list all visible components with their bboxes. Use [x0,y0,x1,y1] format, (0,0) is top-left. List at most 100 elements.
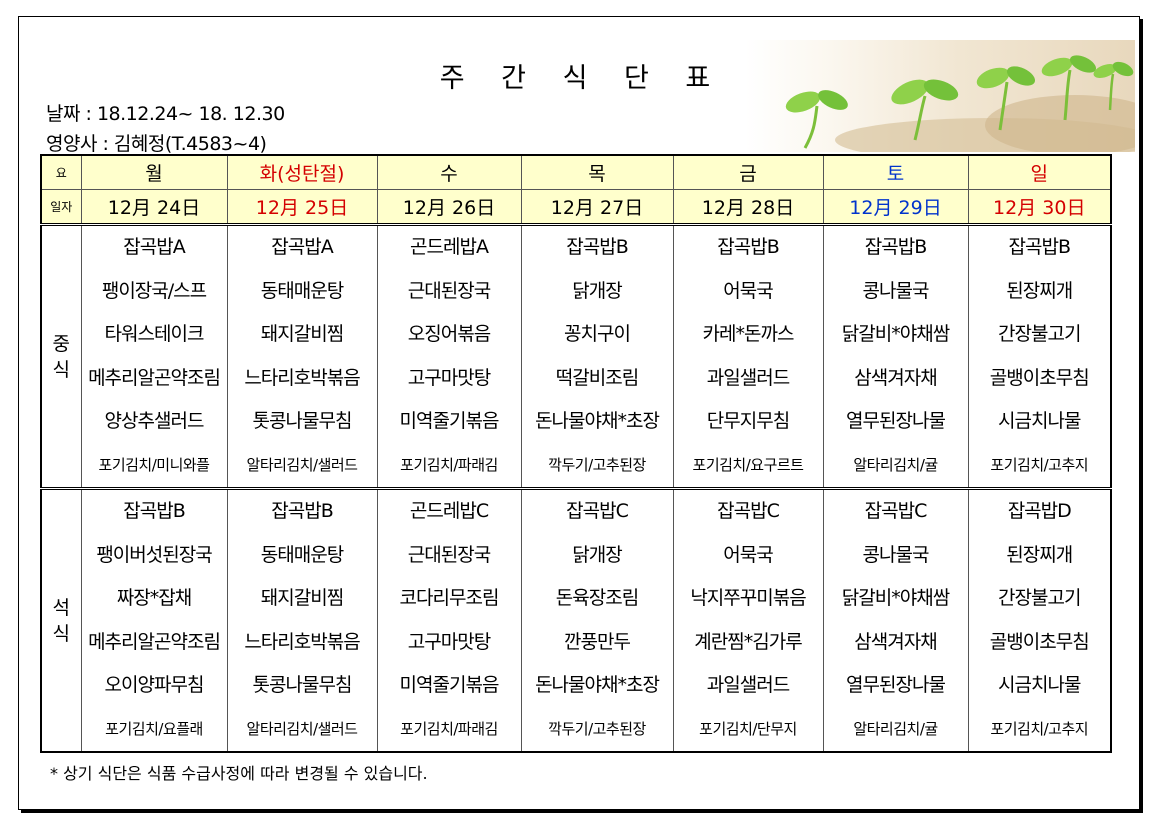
menu-item: 메추리알곤약조림 [88,630,221,653]
lunch-menu-list: 잡곡밥B 어묵국 카레*돈까스 과일샐러드 단무지무침 포기김치/요구르트 [674,226,822,486]
lunch-menu-list: 잡곡밥B 콩나물국 닭갈비*야채쌈 삼색겨자채 열무된장나물 알타리김치/귤 [824,226,967,486]
lunch-menu-list: 잡곡밥A 동태매운탕 돼지갈비찜 느타리호박볶음 톳콩나물무침 알타리김치/샐러드 [228,226,376,486]
menu-item: 시금치나물 [998,410,1081,432]
menu-item: 잡곡밥C [566,500,629,522]
day-name: 금 [672,154,824,190]
menu-item: 열무된장나물 [846,674,946,696]
day-name: 수 [376,154,522,190]
menu-item: 근대된장국 [407,279,491,302]
menu-item: 톳콩나물무침 [252,410,353,432]
lunch-day-cell: 잡곡밥B 된장찌개 간장불고기 골뱅이초무침 시금치나물 포기김치/고추지 [967,224,1112,490]
dinner-day-cell: 잡곡밥B 팽이버섯된장국 짜장*잡채 메추리알곤약조림 오이양파무침 포기김치/요플래 [80,488,228,753]
menu-item: 팽이장국/스프 [101,279,207,302]
dinner-day-cell: 잡곡밥C 어묵국 낙지쭈꾸미볶음 계란찜*김가루 과일샐러드 포기김치/단무지 [672,488,824,753]
lunch-day-cell: 잡곡밥B 콩나물국 닭갈비*야채쌈 삼색겨자채 열무된장나물 알타리김치/귤 [822,224,969,490]
menu-item: 간장불고기 [998,587,1081,609]
plant-sprout-illustration [745,40,1135,152]
menu-item: 깍두기/고추된장 [548,455,646,474]
date-range: 날짜 : 18.12.24~ 18. 12.30 [46,103,285,125]
menu-item: 잡곡밥B [717,236,779,258]
menu-item: 깐풍만두 [564,630,631,653]
menu-item: 계란찜*김가루 [694,630,802,653]
lunch-label-top: 중 [52,332,70,355]
lunch-day-cell: 잡곡밥A 팽이장국/스프 타워스테이크 메추리알곤약조림 양상추샐러드 포기김치/미니와플 [80,224,228,490]
dinner-day-cell: 곤드레밥C 근대된장국 코다리무조림 고구마맛탕 미역줄기볶음 포기김치/파래김 [376,488,522,753]
dinner-menu-list: 잡곡밥B 동태매운탕 돼지갈비찜 느타리호박볶음 톳콩나물무침 알타리김치/샐러드 [228,490,376,751]
menu-item: 닭개장 [572,543,622,566]
lunch-menu-list: 잡곡밥A 팽이장국/스프 타워스테이크 메추리알곤약조림 양상추샐러드 포기김치/미니와플 [82,226,226,486]
menu-item: 카레*돈까스 [702,323,795,345]
menu-item: 콩나물국 [862,543,930,566]
menu-item: 잡곡밥B [271,500,333,522]
menu-item: 삼색겨자채 [854,366,937,389]
menu-item: 포기김치/미니와플 [98,455,210,474]
menu-item: 양상추샐러드 [104,410,205,432]
menu-item: 낙지쭈꾸미볶음 [690,587,806,609]
menu-item: 시금치나물 [998,674,1081,696]
menu-item: 포기김치/고추지 [990,455,1089,474]
menu-item: 잡곡밥D [1007,500,1072,522]
day-name: 일 [967,154,1112,190]
menu-item: 포기김치/고추지 [990,719,1089,738]
date-header-row: 일자 12月 24日 12月 25日 12月 26日 12月 27日 12月 2… [40,189,1112,226]
menu-item: 떡갈비조림 [555,366,639,389]
menu-item: 포기김치/파래김 [400,455,498,474]
menu-item: 느타리호박볶음 [244,366,360,389]
footnote: * 상기 식단은 식품 수급사정에 따라 변경될 수 있습니다. [50,764,428,783]
menu-item: 미역줄기볶음 [399,410,500,432]
dinner-day-cell: 잡곡밥D 된장찌개 간장불고기 골뱅이초무침 시금치나물 포기김치/고추지 [967,488,1112,753]
day-date: 12月 26日 [376,189,522,226]
menu-item: 잡곡밥A [271,236,333,258]
menu-item: 곤드레밥C [409,500,489,522]
menu-item: 닭갈비*야채쌈 [841,587,950,609]
menu-item: 간장불고기 [998,323,1081,345]
menu-item: 포기김치/요구르트 [692,455,804,474]
dinner-menu-list: 잡곡밥C 닭개장 돈육장조림 깐풍만두 돈나물야채*초장 깍두기/고추된장 [522,490,672,751]
menu-item: 알타리김치/샐러드 [246,455,358,474]
menu-item: 잡곡밥C [717,500,780,522]
dinner-menu-list: 잡곡밥C 콩나물국 닭갈비*야채쌈 삼색겨자채 열무된장나물 알타리김치/귤 [824,490,967,751]
dinner-label-top: 석 [52,596,70,619]
menu-item: 단무지무침 [706,410,790,432]
menu-item: 잡곡밥B [1008,236,1071,258]
menu-item: 느타리호박볶음 [244,630,360,653]
menu-item: 알타리김치/귤 [853,719,938,738]
menu-item: 돈나물야채*초장 [535,674,660,696]
lunch-menu-list: 곤드레밥A 근대된장국 오징어볶음 고구마맛탕 미역줄기볶음 포기김치/파래김 [378,226,520,486]
menu-item: 동태매운탕 [260,543,344,566]
lunch-menu-list: 잡곡밥B 된장찌개 간장불고기 골뱅이초무침 시금치나물 포기김치/고추지 [969,226,1110,486]
menu-item: 돈육장조림 [555,587,639,609]
menu-item: 잡곡밥B [864,236,927,258]
menu-item: 오징어볶음 [407,323,491,345]
menu-item: 동태매운탕 [260,279,344,302]
lunch-day-cell: 곤드레밥A 근대된장국 오징어볶음 고구마맛탕 미역줄기볶음 포기김치/파래김 [376,224,522,490]
menu-item: 포기김치/파래김 [400,719,498,738]
menu-item: 잡곡밥C [864,500,928,522]
day-label: 요 [40,154,82,190]
day-name: 월 [80,154,228,190]
dinner-menu-list: 잡곡밥C 어묵국 낙지쭈꾸미볶음 계란찜*김가루 과일샐러드 포기김치/단무지 [674,490,822,751]
dinner-day-cell: 잡곡밥B 동태매운탕 돼지갈비찜 느타리호박볶음 톳콩나물무침 알타리김치/샐러드 [226,488,378,753]
lunch-label-bottom: 식 [52,358,70,381]
day-date: 12月 27日 [520,189,674,226]
menu-item: 된장찌개 [1006,543,1073,566]
day-date: 12月 28日 [672,189,824,226]
menu-item: 톳콩나물무침 [252,674,353,696]
menu-item: 미역줄기볶음 [399,674,500,696]
day-date: 12月 25日 [226,189,378,226]
day-date: 12月 30日 [967,189,1112,226]
dinner-menu-list: 잡곡밥D 된장찌개 간장불고기 골뱅이초무침 시금치나물 포기김치/고추지 [969,490,1110,751]
menu-item: 어묵국 [723,279,773,302]
menu-item: 닭갈비*야채쌈 [841,323,950,345]
menu-item: 코다리무조림 [399,587,500,609]
menu-item: 돈나물야채*초장 [535,410,660,432]
dinner-menu-list: 잡곡밥B 팽이버섯된장국 짜장*잡채 메추리알곤약조림 오이양파무침 포기김치/요플래 [82,490,226,751]
date-label: 일자 [40,189,82,226]
day-name: 화(성탄절) [226,154,378,190]
day-date: 12月 29日 [822,189,969,226]
menu-item: 닭개장 [572,279,622,302]
menu-item: 꽁치구이 [564,323,631,345]
day-name: 토 [822,154,969,190]
menu-item: 오이양파무침 [104,674,205,696]
menu-item: 고구마맛탕 [407,630,491,653]
